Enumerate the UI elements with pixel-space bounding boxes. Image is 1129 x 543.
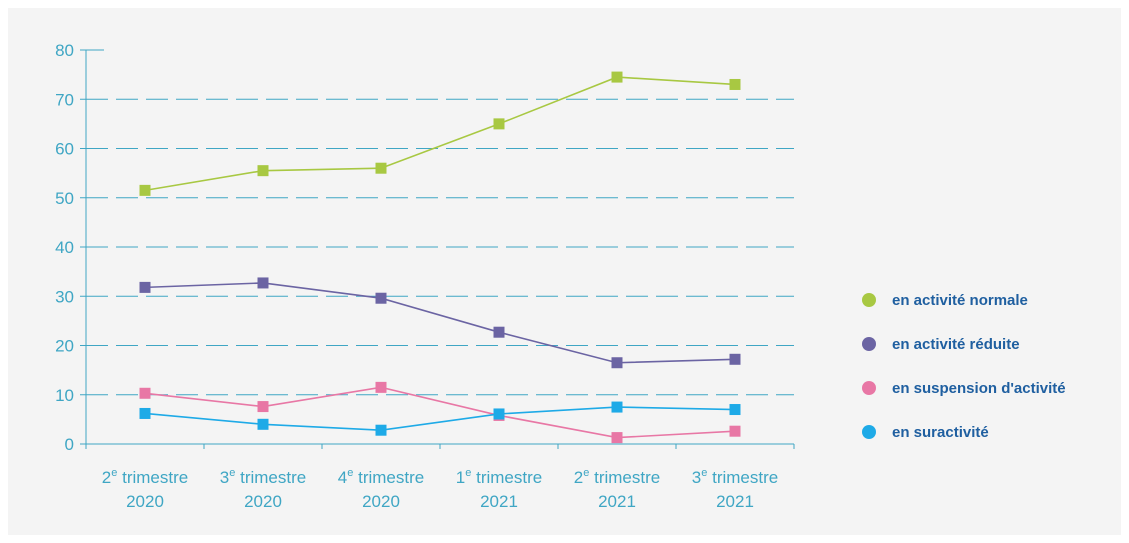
x-category-label: 2e trimestre	[102, 467, 188, 487]
legend: en activité normale en activité réduite en…	[862, 292, 1066, 441]
x-category-label: 1e trimestre	[456, 467, 542, 487]
data-point	[139, 281, 151, 293]
data-point	[375, 292, 387, 304]
y-tick-label: 80	[55, 41, 74, 60]
series-lines	[144, 76, 736, 439]
data-point	[611, 71, 623, 83]
data-point	[729, 404, 741, 416]
data-point	[611, 432, 623, 444]
data-point	[257, 165, 269, 177]
x-axis-categories: 2e trimestre 2020 3e trimestre 2020 4e trime…	[102, 467, 778, 511]
grid-lines	[86, 98, 794, 396]
series-points	[139, 71, 741, 444]
legend-swatch	[862, 381, 876, 395]
series-line	[144, 76, 736, 192]
data-point	[493, 326, 505, 338]
y-tick-label: 60	[55, 140, 74, 159]
data-point	[493, 408, 505, 420]
legend-swatch	[862, 293, 876, 307]
data-point	[729, 78, 741, 90]
data-point	[139, 407, 151, 419]
x-category-label: 2e trimestre	[574, 467, 660, 487]
series-line	[144, 406, 736, 432]
axes	[85, 50, 795, 449]
y-tick-label: 70	[55, 90, 74, 109]
legend-swatch	[862, 337, 876, 351]
data-point	[611, 401, 623, 413]
x-category-label: 3e trimestre	[220, 467, 306, 487]
legend-swatch	[862, 425, 876, 439]
y-axis-ticks: 0 10 20 30 40 50 60 70 80	[55, 41, 104, 454]
y-tick-label: 20	[55, 337, 74, 356]
x-category-year: 2021	[480, 492, 518, 511]
data-point	[139, 184, 151, 196]
x-category-label: 4e trimestre	[338, 467, 424, 487]
legend-label: en activité normale	[892, 292, 1028, 309]
x-category-year: 2020	[126, 492, 164, 511]
line-chart: 0 10 20 30 40 50 60 70 80 2e trimestre 2020 3e tri…	[55, 41, 1066, 511]
data-point	[139, 387, 151, 399]
y-tick-label: 0	[65, 435, 74, 454]
data-point	[257, 277, 269, 289]
x-category-year: 2021	[716, 492, 754, 511]
x-category-year: 2020	[362, 492, 400, 511]
data-point	[375, 424, 387, 436]
x-category-year: 2020	[244, 492, 282, 511]
chart-frame: 0 10 20 30 40 50 60 70 80 2e trimestre 2020 3e tri…	[8, 8, 1121, 535]
data-point	[729, 353, 741, 365]
series-line	[144, 386, 736, 439]
x-category-year: 2021	[598, 492, 636, 511]
y-tick-label: 50	[55, 189, 74, 208]
y-tick-label: 30	[55, 287, 74, 306]
data-point	[611, 357, 623, 369]
data-point	[375, 381, 387, 393]
data-point	[493, 118, 505, 130]
legend-label: en suractivité	[892, 424, 989, 441]
series-line	[144, 282, 736, 364]
data-point	[257, 418, 269, 430]
y-tick-label: 10	[55, 386, 74, 405]
data-point	[257, 401, 269, 413]
x-category-label: 3e trimestre	[692, 467, 778, 487]
data-point	[375, 162, 387, 174]
data-point	[729, 425, 741, 437]
y-tick-label: 40	[55, 238, 74, 257]
legend-label: en suspension d'activité	[892, 380, 1066, 397]
legend-label: en activité réduite	[892, 336, 1020, 353]
